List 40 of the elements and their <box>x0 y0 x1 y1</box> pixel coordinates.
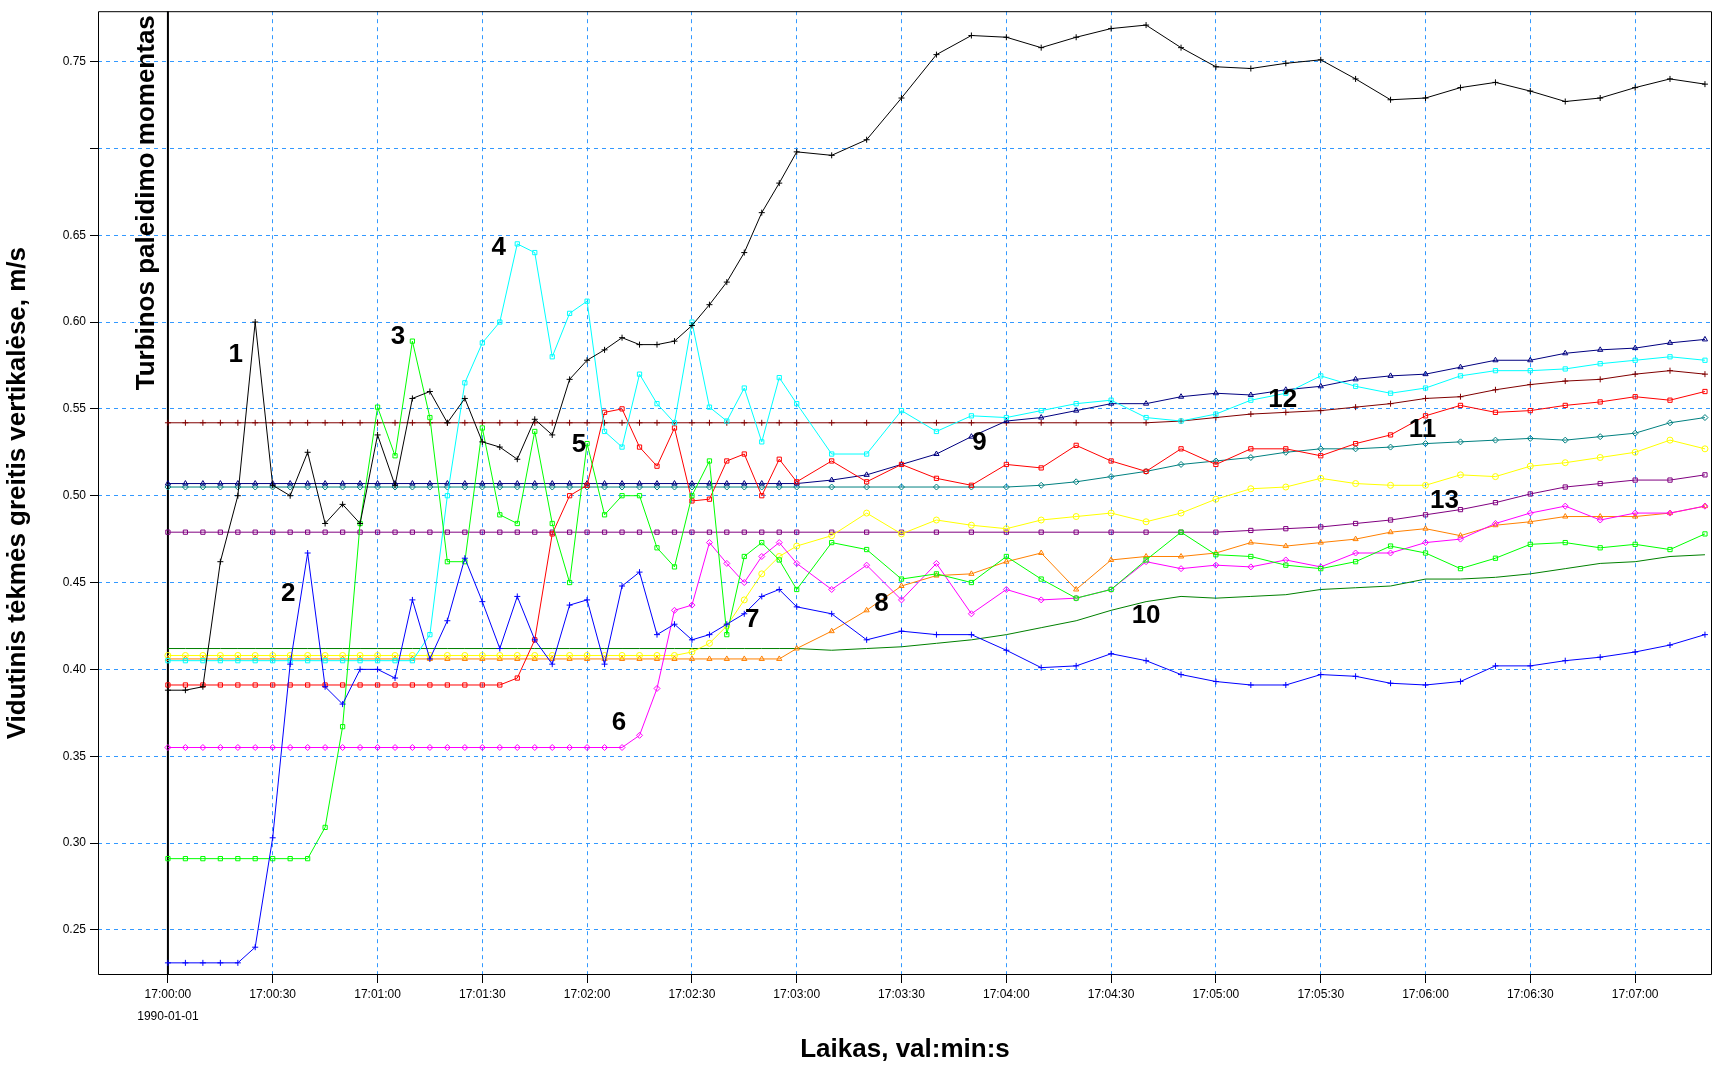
series-label: 5 <box>571 428 587 459</box>
y-tick-label: 0.65 <box>62 227 87 242</box>
series-label: 10 <box>1131 598 1161 629</box>
series-label: 3 <box>390 319 406 350</box>
y-tick-label: 0.55 <box>62 401 87 416</box>
x-tick-label: 17:05:00 <box>1192 986 1240 1001</box>
y-axis-title: Vidutinis tėkmės greitis vertikalėse, m/s <box>0 246 31 740</box>
series-label: 13 <box>1430 483 1459 514</box>
y-tick-label: 0.75 <box>62 53 87 68</box>
ref-line-label: Turbinos paleidimo momentas <box>130 15 161 391</box>
y-tick-label: 0.30 <box>62 835 87 850</box>
x-tick-label: 17:04:00 <box>983 986 1031 1001</box>
text: 1990-01-01 <box>137 1009 199 1024</box>
x-tick-label: 17:06:00 <box>1402 986 1450 1001</box>
x-axis-title: Laikas, val:min:s <box>800 1032 1010 1063</box>
y-tick-label: 0.25 <box>62 922 87 937</box>
y-tick-label: 0.60 <box>62 314 87 329</box>
y-tick-label: 0.50 <box>62 488 87 503</box>
x-tick-label: 17:02:30 <box>668 986 716 1001</box>
y-tick-label: 0.40 <box>62 661 87 676</box>
x-tick-label: 17:01:00 <box>354 986 402 1001</box>
x-tick-label: 17:00:30 <box>249 986 297 1001</box>
x-tick-label: 17:07:00 <box>1611 986 1659 1001</box>
y-tick-label: 0.35 <box>62 748 87 763</box>
y-tick-label: 0.45 <box>62 574 87 589</box>
series-label: 4 <box>491 231 507 262</box>
series-label: 6 <box>611 705 627 736</box>
x-tick-label: 17:00:00 <box>144 986 192 1001</box>
series-label: 11 <box>1408 412 1437 443</box>
x-tick-label: 17:03:00 <box>773 986 821 1001</box>
x-tick-label: 17:02:00 <box>563 986 611 1001</box>
series-label: 2 <box>280 577 296 608</box>
x-tick-label: 17:01:30 <box>458 986 506 1001</box>
x-tick-label: 17:05:30 <box>1297 986 1345 1001</box>
x-tick-label: 17:03:30 <box>878 986 926 1001</box>
series-label: 7 <box>745 603 760 634</box>
x-tick-label: 17:06:30 <box>1506 986 1554 1001</box>
x-tick-label: 17:04:30 <box>1087 986 1135 1001</box>
series-label: 1 <box>228 337 244 368</box>
series-label: 9 <box>972 425 987 456</box>
